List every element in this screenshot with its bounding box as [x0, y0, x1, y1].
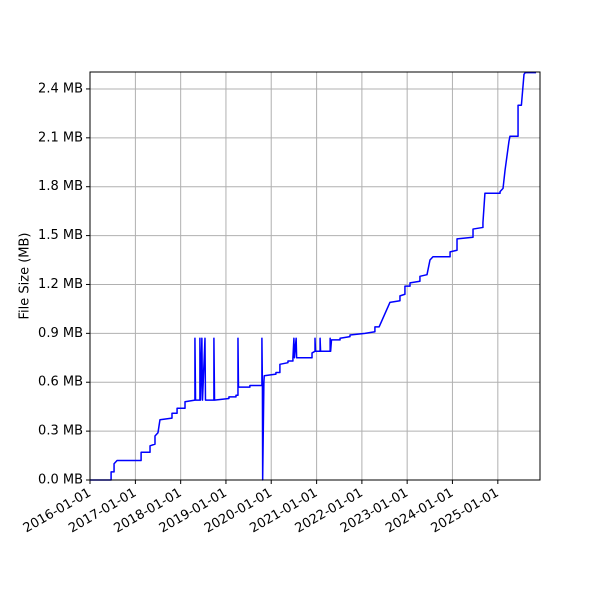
y-tick-label: 0.3 MB	[38, 424, 83, 439]
y-tick-label: 0.0 MB	[38, 473, 83, 488]
y-tick-label: 2.1 MB	[38, 130, 83, 145]
y-tick-label: 1.2 MB	[38, 277, 83, 292]
y-axis-label: File Size (MB)	[18, 233, 33, 320]
data-line	[90, 71, 537, 481]
y-tick-label: 1.8 MB	[38, 179, 83, 194]
y-tick-label: 1.5 MB	[38, 228, 83, 243]
y-tick-label: 0.9 MB	[38, 326, 83, 341]
plot-frame	[89, 71, 541, 481]
y-tick-label: 2.4 MB	[38, 81, 83, 96]
y-tick-label: 0.6 MB	[38, 375, 83, 390]
